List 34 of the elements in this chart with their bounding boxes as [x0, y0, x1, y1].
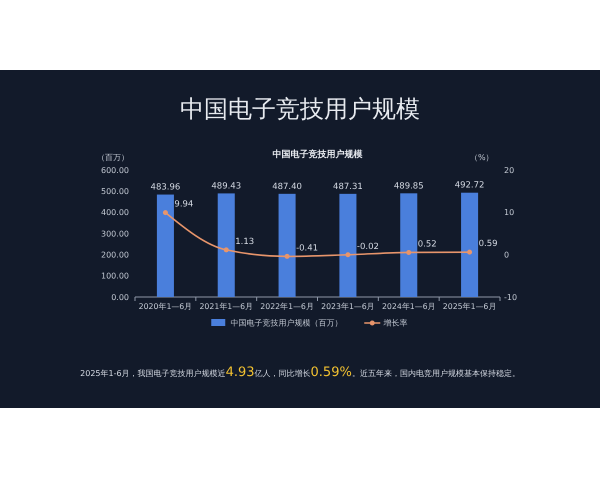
- text: 2025年1-6月，我国电子竞技用户规模近4.93亿人，同比增长0.59%。近五年来，国内电竞用户规模基本保持稳定。: [80, 365, 520, 380]
- data-label: 9.94: [174, 200, 194, 210]
- data-label: 489.85: [394, 181, 424, 192]
- data-label: -0.41: [296, 243, 318, 254]
- data-label: -0.02: [356, 242, 379, 252]
- chart-title: 中国电子竞技用户规模: [180, 95, 420, 123]
- y-axis-title: （百万）: [97, 153, 129, 162]
- y-tick-label: 300.00: [101, 229, 129, 238]
- y2-axis-title: （%）: [470, 153, 494, 162]
- y2-tick-label: 20: [504, 166, 514, 175]
- point: [224, 247, 229, 252]
- point: [345, 252, 350, 258]
- y-tick-label: 100.00: [101, 272, 129, 281]
- y2-tick-label: 0: [504, 250, 510, 260]
- data-label: 492.72: [454, 180, 484, 191]
- y-tick-label: 500.00: [101, 186, 129, 196]
- y-tick-label: 200.00: [101, 250, 129, 260]
- y-tick-label: 0.00: [111, 292, 129, 302]
- data-label: 487.40: [272, 182, 302, 192]
- data-label: 0.52: [418, 239, 437, 250]
- data-label: 489.43: [211, 181, 242, 192]
- data-label: 1.13: [235, 236, 254, 247]
- y-tick-label: 600.00: [101, 166, 129, 175]
- data-label: 487.31: [333, 182, 363, 192]
- point: [284, 254, 290, 259]
- y2-tick-label: -10: [504, 292, 518, 302]
- y-tick-label: 400.00: [101, 208, 129, 218]
- data-label: 0.59: [478, 239, 498, 250]
- point: [162, 210, 168, 216]
- point: [406, 250, 412, 255]
- data-label: 483.96: [150, 182, 180, 193]
- y2-tick-label: 10: [504, 208, 514, 218]
- chart-subtitle: 中国电子竞技用户规模: [272, 149, 364, 160]
- point: [467, 250, 472, 255]
